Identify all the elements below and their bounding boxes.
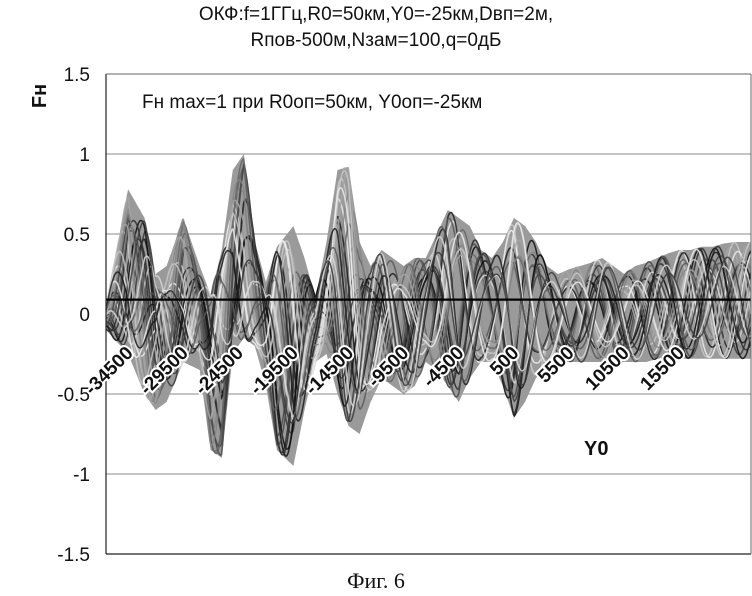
- y-tick-label: 1.5: [64, 65, 90, 86]
- x-tick-label: -34500: [81, 343, 138, 400]
- x-axis-label: Y0: [584, 438, 608, 461]
- y-tick-label: -1: [73, 465, 90, 486]
- y-axis-label: Fн: [29, 84, 51, 108]
- y-tick-label: 0: [79, 305, 90, 326]
- annotation-box: Fн max=1 при R0оп=50км, Y0оп=-25км: [142, 92, 482, 114]
- y-tick-label: 1: [79, 145, 90, 166]
- figure-caption: Фиг. 6: [0, 568, 752, 594]
- y-tick-label: 0.5: [64, 225, 90, 246]
- y-tick-label: -1.5: [57, 545, 90, 566]
